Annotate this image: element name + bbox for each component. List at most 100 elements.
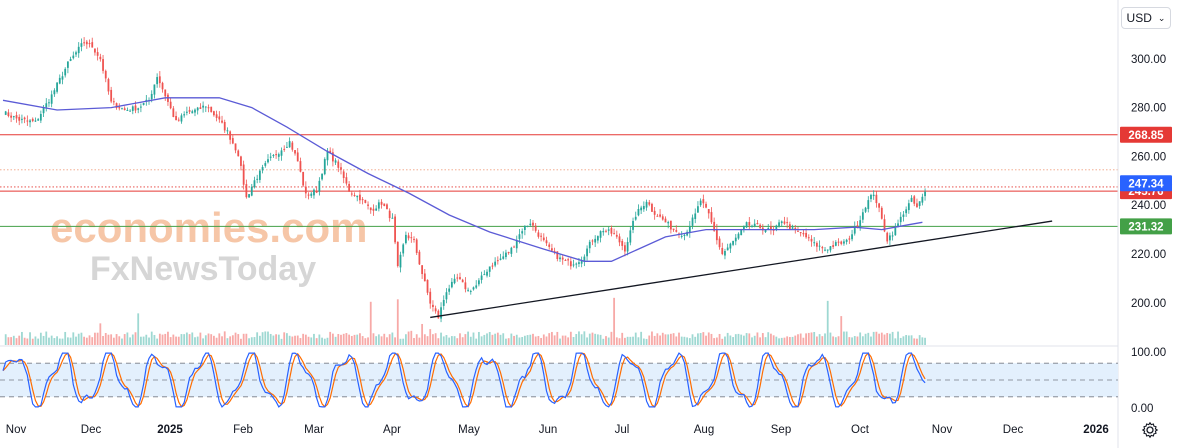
volume-bar bbox=[924, 337, 926, 345]
watermark: economies.com FxNewsToday bbox=[50, 204, 367, 288]
volume-bar bbox=[826, 300, 829, 345]
volume-bar bbox=[778, 338, 780, 345]
volume-bar bbox=[440, 332, 442, 345]
volume-bar bbox=[761, 333, 764, 345]
watermark-line2: FxNewsToday bbox=[90, 250, 316, 288]
candle-body bbox=[207, 107, 210, 109]
candle-body bbox=[175, 116, 177, 121]
candle-body bbox=[204, 106, 207, 108]
last-price-tag: 247.34 bbox=[1120, 175, 1172, 192]
volume-bar bbox=[223, 331, 226, 345]
volume-bar bbox=[213, 335, 215, 345]
volume-bar bbox=[96, 332, 99, 345]
candle-body bbox=[697, 206, 699, 213]
candle-body bbox=[448, 288, 451, 292]
volume-bar bbox=[423, 334, 426, 345]
currency-selector[interactable]: USD ⌄ bbox=[1121, 7, 1171, 29]
volume-bar bbox=[237, 334, 240, 345]
candle-body bbox=[523, 225, 526, 230]
volume-bar bbox=[816, 336, 818, 345]
volume-bar bbox=[905, 335, 908, 345]
candle-body bbox=[229, 131, 232, 140]
time-axis[interactable]: Nov Dec 2025 Feb Mar Apr May Jun Jul Aug Sep Oct Nov… bbox=[6, 424, 1109, 436]
candle-body bbox=[264, 163, 267, 166]
candle-body bbox=[318, 180, 321, 192]
candle-body bbox=[734, 237, 737, 242]
candle-body bbox=[694, 213, 697, 219]
candle-body bbox=[256, 178, 259, 180]
candle-body bbox=[402, 244, 405, 254]
candle-body bbox=[875, 194, 878, 204]
volume-bar bbox=[104, 333, 107, 345]
volume-bar bbox=[134, 332, 137, 345]
trendline[interactable] bbox=[430, 220, 1053, 319]
candle-body bbox=[288, 141, 291, 148]
time-tick-label: May bbox=[458, 424, 480, 436]
gear-icon[interactable] bbox=[1141, 421, 1159, 439]
candle-body bbox=[77, 46, 80, 54]
volume-bar bbox=[824, 333, 826, 345]
candle-body bbox=[797, 230, 799, 232]
volume-bar bbox=[248, 338, 250, 345]
candle-body bbox=[807, 237, 810, 239]
support-1-tag-text: 231.32 bbox=[1128, 221, 1163, 233]
candle-body bbox=[131, 106, 134, 111]
volume-bar bbox=[226, 338, 229, 345]
volume-bar bbox=[234, 332, 237, 345]
candle-body bbox=[894, 227, 897, 236]
volume-bar bbox=[321, 337, 323, 345]
volume-bar bbox=[310, 337, 313, 345]
candle-body bbox=[296, 152, 299, 162]
volume-bar bbox=[250, 337, 253, 345]
volume-bar bbox=[645, 338, 648, 345]
candle-body bbox=[478, 280, 480, 285]
volume-bar bbox=[350, 335, 353, 345]
candle-body bbox=[21, 118, 23, 120]
volume-bar bbox=[88, 335, 91, 345]
candle-body bbox=[215, 114, 218, 118]
volume-bar bbox=[886, 333, 889, 345]
watermark-line1: economies.com bbox=[50, 204, 367, 251]
volume-bar bbox=[48, 337, 50, 345]
volume-bar bbox=[718, 333, 721, 345]
candle-body bbox=[29, 120, 31, 123]
volume-bar bbox=[559, 338, 561, 345]
candle-body bbox=[329, 150, 332, 153]
candle-body bbox=[897, 223, 899, 227]
volume-bar bbox=[840, 316, 843, 345]
price-axis[interactable]: 300.00 280.00 260.00 240.00 220.00 200.00 bbox=[1131, 54, 1166, 310]
price-tick-label: 260.00 bbox=[1131, 151, 1166, 163]
volume-bar bbox=[77, 333, 80, 345]
volume-bar bbox=[388, 334, 391, 345]
volume-bar bbox=[404, 334, 407, 345]
candle-body bbox=[91, 42, 94, 48]
candle-body bbox=[437, 310, 440, 319]
candle-body bbox=[594, 238, 597, 243]
volume-bar bbox=[475, 338, 478, 345]
volume-bar bbox=[537, 335, 540, 345]
volume-bar bbox=[751, 337, 753, 345]
volume-bar bbox=[218, 333, 221, 345]
candle-body bbox=[180, 115, 183, 122]
candle-body bbox=[31, 118, 34, 122]
volume-bar bbox=[845, 331, 848, 345]
candle-body bbox=[183, 114, 186, 116]
candle-body bbox=[315, 191, 318, 193]
volume-bar bbox=[459, 333, 461, 345]
volume-bar bbox=[640, 331, 643, 345]
candle-body bbox=[177, 119, 180, 121]
volume-bar bbox=[788, 336, 791, 345]
stochastic-k-line bbox=[2, 352, 926, 408]
volume-bar bbox=[337, 334, 340, 345]
volume-bar bbox=[661, 332, 664, 345]
volume-bar bbox=[115, 334, 118, 345]
volume-bar bbox=[331, 333, 334, 345]
candle-body bbox=[461, 279, 464, 283]
candle-body bbox=[599, 231, 602, 238]
candle-body bbox=[707, 209, 710, 214]
volume-bar bbox=[921, 337, 924, 345]
candle-body bbox=[361, 199, 364, 201]
volume-bar bbox=[94, 332, 96, 345]
candle-body bbox=[924, 191, 926, 197]
